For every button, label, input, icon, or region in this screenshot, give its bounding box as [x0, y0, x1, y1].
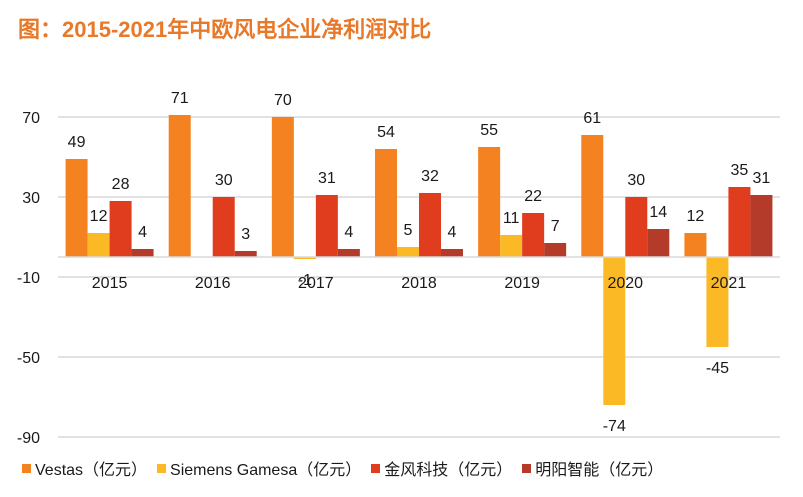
data-label: 7 — [551, 218, 560, 235]
y-tick-label: -10 — [17, 270, 40, 287]
bar-1-0 — [168, 115, 191, 257]
data-label: -45 — [706, 360, 729, 377]
bar-4-0 — [478, 147, 501, 257]
legend-label: 明阳智能（亿元） — [535, 462, 664, 479]
legend-swatch — [22, 463, 31, 473]
bar-2-3 — [337, 249, 360, 257]
bar-2-0 — [271, 117, 294, 257]
bar-0-2 — [109, 201, 132, 257]
x-category-label: 2018 — [401, 275, 437, 292]
bar-1-3 — [234, 251, 257, 257]
data-label: 30 — [215, 172, 233, 189]
bar-4-2 — [522, 213, 545, 257]
bar-3-2 — [419, 193, 441, 257]
data-label: 32 — [421, 168, 439, 185]
bar-2-1 — [293, 257, 316, 259]
legend: Vestas（亿元） Siemens Gamesa（亿元） 金风科技（亿元） 明阳智能… — [22, 456, 673, 480]
x-category-label: 2015 — [92, 275, 128, 292]
y-tick-label: 30 — [22, 190, 40, 207]
data-label: 35 — [731, 162, 749, 179]
data-label: 30 — [627, 172, 645, 189]
legend-label: Vestas（亿元） — [35, 462, 148, 479]
bar-3-0 — [375, 149, 397, 257]
bar-0-1 — [87, 233, 110, 257]
bar-4-1 — [500, 235, 523, 257]
bar-2-2 — [315, 195, 338, 257]
chart-title: 图：2015-2021年中欧风电企业净利润对比 — [18, 17, 432, 42]
bars — [65, 115, 773, 405]
x-category-label: 2019 — [504, 275, 540, 292]
x-category-label: 2021 — [711, 275, 747, 292]
bar-4-3 — [544, 243, 567, 257]
bar-0-3 — [131, 249, 154, 257]
data-label: 54 — [377, 124, 395, 141]
data-label: 22 — [524, 188, 542, 205]
data-label: 49 — [68, 134, 86, 151]
data-label: -74 — [603, 418, 626, 435]
legend-item: Vestas（亿元） — [22, 456, 147, 480]
data-label: 4 — [138, 224, 147, 241]
data-label: 70 — [274, 92, 292, 109]
data-label: 4 — [448, 224, 457, 241]
bar-0-0 — [65, 159, 88, 257]
bar-5-1 — [603, 257, 626, 405]
legend-label: Siemens Gamesa（亿元） — [170, 462, 362, 479]
data-label: -1 — [298, 272, 312, 289]
bar-6-1 — [706, 257, 729, 347]
data-label: 5 — [404, 222, 413, 239]
data-label: 14 — [649, 204, 667, 221]
data-label: 31 — [318, 170, 336, 187]
legend-swatch — [157, 463, 167, 473]
x-category-label: 2017 — [298, 275, 334, 292]
data-label: 28 — [112, 176, 130, 193]
legend-label: 金风科技（亿元） — [384, 462, 513, 479]
data-label: 55 — [480, 122, 498, 139]
data-label: 31 — [753, 170, 771, 187]
legend-item: 明阳智能（亿元） — [522, 456, 663, 480]
bar-6-2 — [728, 187, 751, 257]
bar-6-0 — [684, 233, 707, 257]
legend-swatch — [522, 463, 532, 473]
y-tick-label: -90 — [17, 430, 40, 447]
bar-5-0 — [581, 135, 604, 257]
bar-3-1 — [397, 247, 419, 257]
y-tick-label: -50 — [17, 350, 40, 367]
data-label: 61 — [583, 110, 601, 127]
bar-1-2 — [212, 197, 235, 257]
data-label: 11 — [503, 210, 520, 227]
x-axis-categories: 2015 2016 2017 2018 2019 2020 2021 — [92, 275, 747, 292]
data-label: 71 — [171, 90, 189, 107]
legend-item: 金风科技（亿元） — [371, 456, 512, 480]
bar-6-3 — [750, 195, 773, 257]
y-axis-ticks: 70 30 -10 -50 -90 — [17, 110, 40, 447]
data-label: 4 — [344, 224, 353, 241]
data-label: 12 — [90, 208, 108, 225]
y-tick-label: 70 — [22, 110, 40, 127]
data-label: 3 — [241, 226, 250, 243]
bar-5-2 — [625, 197, 648, 257]
bar-5-3 — [647, 229, 670, 257]
bar-3-3 — [441, 249, 463, 257]
legend-item: Siemens Gamesa（亿元） — [157, 456, 361, 480]
x-category-label: 2016 — [195, 275, 231, 292]
legend-swatch — [371, 463, 381, 473]
data-label: 12 — [687, 208, 705, 225]
data-labels: 49122847130370-1314545324551122761-74301… — [68, 90, 771, 435]
x-category-label: 2020 — [607, 275, 643, 292]
